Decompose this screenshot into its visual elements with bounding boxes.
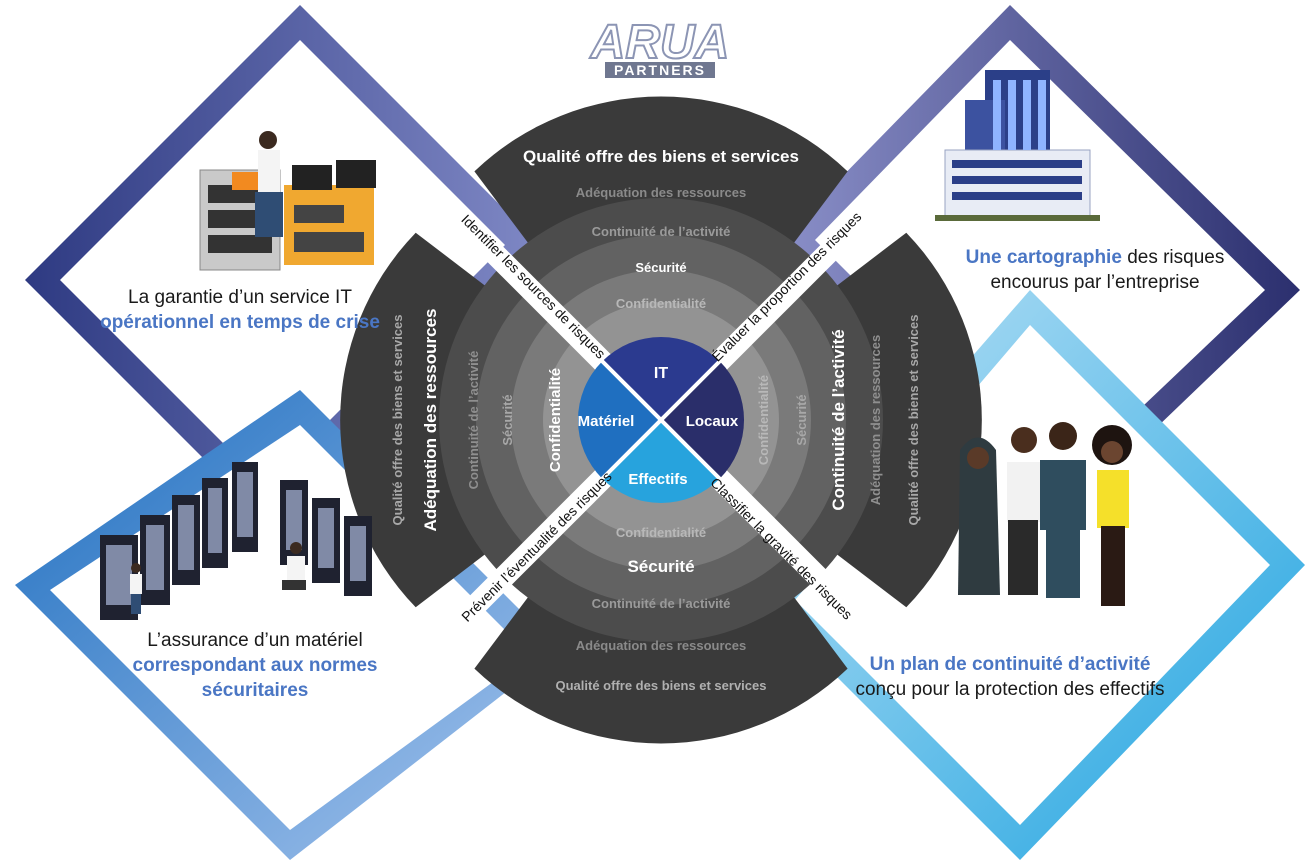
diamond-top-right: [780, 5, 1300, 520]
risk-wheel: [340, 96, 982, 744]
core-materiel: [577, 361, 661, 479]
ring-bottom-2: Sécurité: [627, 557, 694, 576]
ring-top-3: Continuité de l’activité: [592, 224, 731, 239]
server-room-icon: [100, 462, 372, 620]
caption-bottom-left: L’assurance d’un matériel correspondant …: [110, 628, 400, 703]
staff-group-icon: [958, 422, 1132, 606]
core-effectifs: [602, 420, 720, 504]
caption-top-right-highlight: Une cartographie: [965, 247, 1122, 268]
ring-top-1: Confidentialité: [616, 296, 706, 311]
it-technician-icon: [199, 131, 376, 271]
core-label-locaux: Locaux: [686, 413, 739, 430]
ring-left-2: Sécurité: [500, 394, 515, 445]
core-label-materiel: Matériel: [578, 413, 635, 430]
ring-bottom-1: Confidentialité: [616, 525, 706, 540]
caption-top-right: Une cartographie des risques encourus pa…: [925, 245, 1265, 295]
caption-top-left: La garantie d’un service IT opérationnel…: [100, 285, 380, 335]
ring-left-5: Qualité offre des biens et services: [390, 315, 405, 526]
ring-top-2: Sécurité: [635, 260, 686, 275]
ring-bottom-5: Qualité offre des biens et services: [556, 678, 767, 693]
caption-bottom-left-text: L’assurance d’un matériel: [147, 630, 363, 651]
caption-bottom-right: Un plan de continuité d’activité conçu p…: [840, 652, 1180, 702]
ring-left-1: Confidentialité: [547, 368, 564, 472]
caption-top-left-highlight: opérationnel en temps de crise: [100, 312, 380, 333]
caption-top-right-text: des risques encourus par l’entreprise: [990, 247, 1225, 293]
ring-right-4: Adéquation des ressources: [868, 335, 883, 506]
ring-right-2: Sécurité: [794, 394, 809, 445]
ring-top-4: Adéquation des ressources: [576, 185, 747, 200]
ring-top-5: Qualité offre des biens et services: [523, 147, 799, 166]
arua-partners-logo: ARUA PARTNERS: [589, 15, 730, 78]
svg-text:ARUA: ARUA: [590, 16, 730, 69]
core-locaux: [661, 361, 745, 479]
core-label-effectifs: Effectifs: [628, 471, 687, 488]
ring-bottom-4: Adéquation des ressources: [576, 638, 747, 653]
caption-bottom-right-highlight: Un plan de continuité d’activité: [869, 654, 1151, 675]
caption-top-left-text: La garantie d’un service IT: [128, 287, 352, 308]
core-it: [602, 336, 720, 420]
office-building-icon: [935, 70, 1100, 221]
core-label-it: IT: [654, 365, 668, 382]
caption-bottom-left-highlight: correspondant aux normes sécuritaires: [132, 655, 378, 701]
ring-left-4: Adéquation des ressources: [421, 309, 440, 532]
ring-right-1: Confidentialité: [756, 375, 771, 465]
ring-right-3: Continuité de l’activité: [829, 329, 848, 510]
ring-right-5: Qualité offre des biens et services: [906, 315, 921, 526]
ring-left-3: Continuité de l’activité: [466, 351, 481, 490]
ring-bottom-3: Continuité de l’activité: [592, 596, 731, 611]
svg-text:PARTNERS: PARTNERS: [614, 62, 706, 78]
caption-bottom-right-text: conçu pour la protection des effectifs: [855, 679, 1165, 700]
